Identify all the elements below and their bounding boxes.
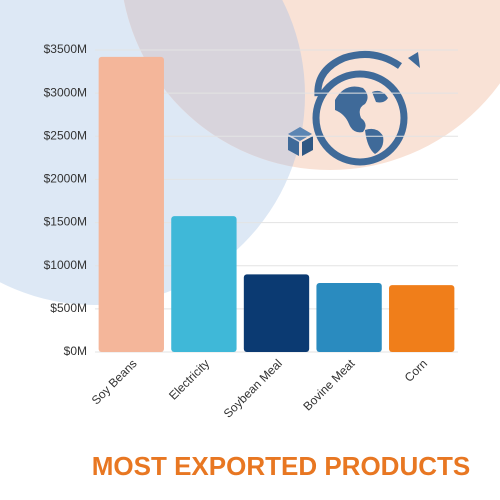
y-tick-label: $2500M	[44, 128, 87, 142]
y-tick-label: $0M	[64, 344, 87, 358]
bar	[171, 216, 237, 352]
bar	[243, 274, 310, 352]
y-tick-label: $3000M	[44, 85, 87, 99]
bar	[316, 282, 382, 352]
y-tick-label: $1000M	[44, 258, 87, 272]
bar	[98, 56, 164, 352]
x-tick-label: Soybean Meal	[221, 356, 285, 420]
x-tick-label: Bovine Meat	[300, 356, 358, 414]
y-tick-label: $500M	[50, 301, 87, 315]
x-tick-label: Electricity	[166, 356, 212, 402]
bar	[389, 285, 455, 352]
y-tick-label: $2000M	[44, 172, 87, 186]
chart-title: MOST EXPORTED PRODUCTS	[92, 451, 470, 481]
y-tick-label: $1500M	[44, 215, 87, 229]
y-tick-label: $3500M	[44, 42, 87, 56]
x-tick-label: Soy Beans	[89, 356, 140, 407]
x-tick-label: Corn	[402, 356, 430, 384]
globe-icon	[288, 50, 420, 166]
